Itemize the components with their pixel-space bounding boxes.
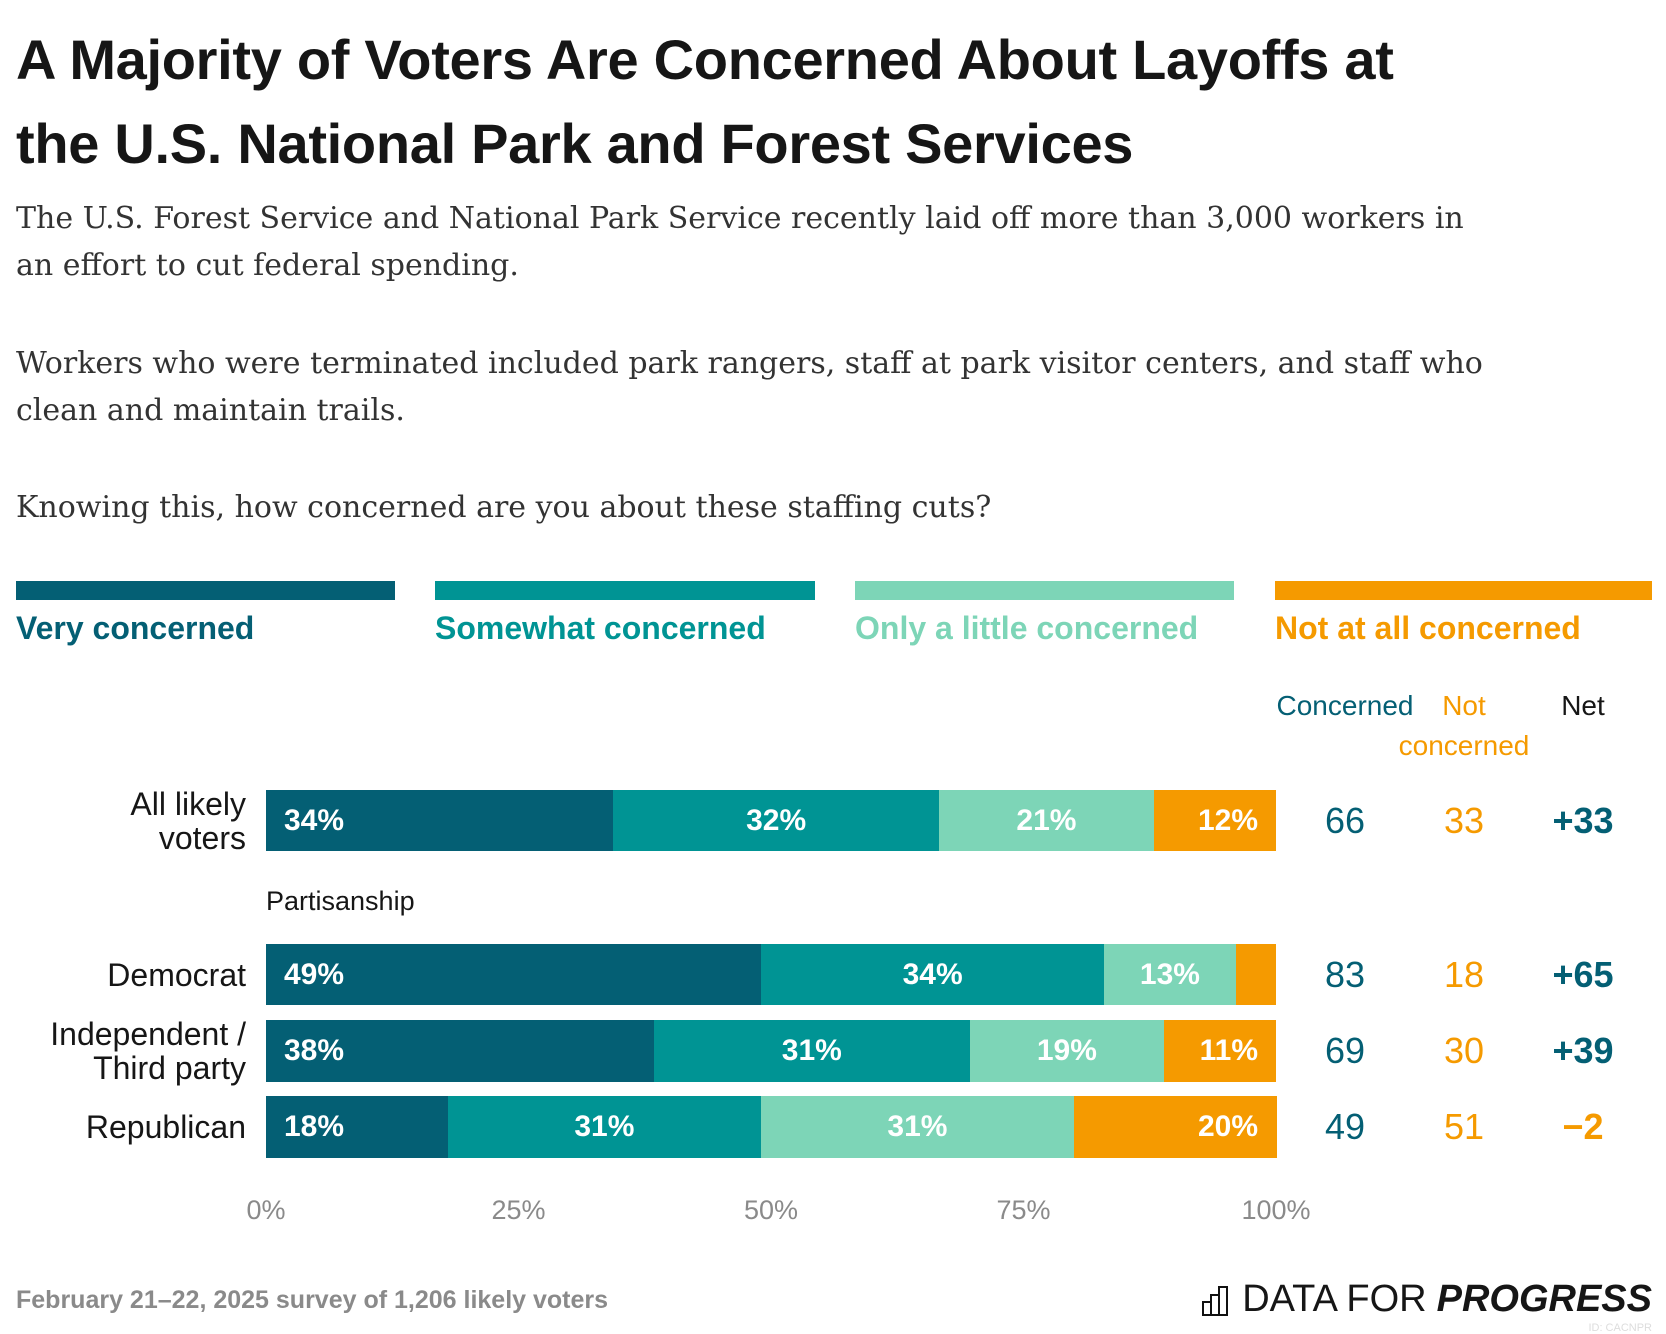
bar-segment <box>939 790 1155 851</box>
bar-segment <box>760 944 1105 1005</box>
chart-title: A Majority of Voters Are Concerned About… <box>16 18 1394 186</box>
bar-value-label: 20% <box>1197 1110 1258 1143</box>
bar-value-label: 31% <box>574 1110 635 1143</box>
concerned-value: 83 <box>1324 953 1366 995</box>
bar-value-label: 31% <box>887 1110 948 1143</box>
bar-segment <box>1074 1096 1277 1158</box>
legend-swatch <box>1275 581 1652 600</box>
legend-label: Somewhat concerned <box>435 610 766 646</box>
net-value: +65 <box>1552 953 1614 995</box>
bar-value-label: 32% <box>746 803 807 837</box>
bar-segment <box>447 1096 762 1158</box>
legend-label: Very concerned <box>16 610 255 646</box>
bar-value-label: 13% <box>1139 957 1200 991</box>
bar-value-label: 11% <box>1199 1034 1258 1067</box>
bar-segment <box>612 790 940 851</box>
x-tick-label: 0% <box>246 1195 286 1225</box>
bar-segment <box>266 1096 449 1158</box>
row-label: All likely <box>130 785 246 822</box>
row-label: Independent / <box>50 1016 246 1052</box>
concerned-value: 69 <box>1324 1030 1366 1071</box>
column-header-net: Net <box>1561 690 1605 721</box>
net-value: −2 <box>1562 1106 1604 1147</box>
not-concerned-value: 18 <box>1443 953 1485 995</box>
logo: DATA FOR PROGRESS <box>1202 1278 1652 1321</box>
x-tick-label: 75% <box>996 1195 1051 1225</box>
bar-value-label: 21% <box>1016 803 1077 837</box>
bar-value-label: 12% <box>1197 803 1258 837</box>
not-concerned-value: 33 <box>1443 799 1485 841</box>
bar-segment <box>760 1096 1075 1158</box>
chart-id: ID: CACNPR <box>1588 1322 1652 1334</box>
group-label: Partisanship <box>266 886 415 916</box>
bar-value-label: 38% <box>284 1034 345 1067</box>
bar-value-label: 18% <box>284 1110 345 1143</box>
bar-segment <box>1163 1020 1277 1082</box>
legend-swatch <box>855 581 1234 600</box>
not-concerned-value: 51 <box>1443 1106 1485 1147</box>
bar-segment <box>969 1020 1165 1082</box>
subtitle-line: The U.S. Forest Service and National Par… <box>16 201 1464 236</box>
footer-note: February 21–22, 2025 survey of 1,206 lik… <box>16 1286 609 1314</box>
column-header-concerned: Concerned <box>1276 690 1414 721</box>
bar-value-label: 49% <box>284 957 345 991</box>
title-line: A Majority of Voters Are Concerned About… <box>16 28 1394 91</box>
concerned-value: 49 <box>1324 1106 1366 1147</box>
x-tick-label: 50% <box>743 1195 799 1225</box>
bar-segment <box>1235 944 1277 1005</box>
x-tick-label: 25% <box>491 1195 546 1225</box>
row-label: Democrat <box>107 956 246 993</box>
legend-swatch <box>16 581 395 600</box>
bar-chart-logo-icon <box>1202 1285 1229 1316</box>
bar-value-label: 31% <box>781 1034 842 1067</box>
logo-text-bold: PROGRESS <box>1436 1278 1652 1320</box>
x-tick-label: 100% <box>1241 1195 1311 1225</box>
legend-label: Not at all concerned <box>1275 610 1581 646</box>
bar-segment <box>653 1020 971 1082</box>
bar-segment <box>266 790 614 851</box>
net-value: +33 <box>1552 799 1614 841</box>
bar-value-label: 19% <box>1036 1034 1097 1067</box>
concerned-value: 66 <box>1324 799 1366 841</box>
bar-value-label: 34% <box>902 957 963 991</box>
subtitle-line: clean and maintain trails. <box>16 393 405 428</box>
question-text: Knowing this, how concerned are you abou… <box>16 490 992 525</box>
subtitle-line: Workers who were terminated included par… <box>16 346 1483 381</box>
net-value: +39 <box>1552 1030 1614 1071</box>
bar-segment <box>1153 790 1277 851</box>
legend-swatch <box>435 581 815 600</box>
row-label: voters <box>158 819 246 856</box>
title-line: the U.S. National Park and Forest Servic… <box>16 112 1134 175</box>
legend-label: Only a little concerned <box>855 610 1199 646</box>
bar-segment <box>1104 944 1237 1005</box>
bar-value-label: 34% <box>284 803 345 837</box>
row-label: Republican <box>85 1109 246 1145</box>
logo-text: DATA FOR <box>1242 1278 1427 1320</box>
row-label: Third party <box>93 1050 246 1086</box>
column-header-not-concerned: Not <box>1442 690 1486 721</box>
bar-segment <box>266 944 762 1005</box>
bar-segment <box>266 1020 655 1082</box>
column-header-not-concerned: concerned <box>1398 730 1530 761</box>
subtitle-line: an effort to cut federal spending. <box>16 248 519 283</box>
not-concerned-value: 30 <box>1443 1030 1485 1071</box>
